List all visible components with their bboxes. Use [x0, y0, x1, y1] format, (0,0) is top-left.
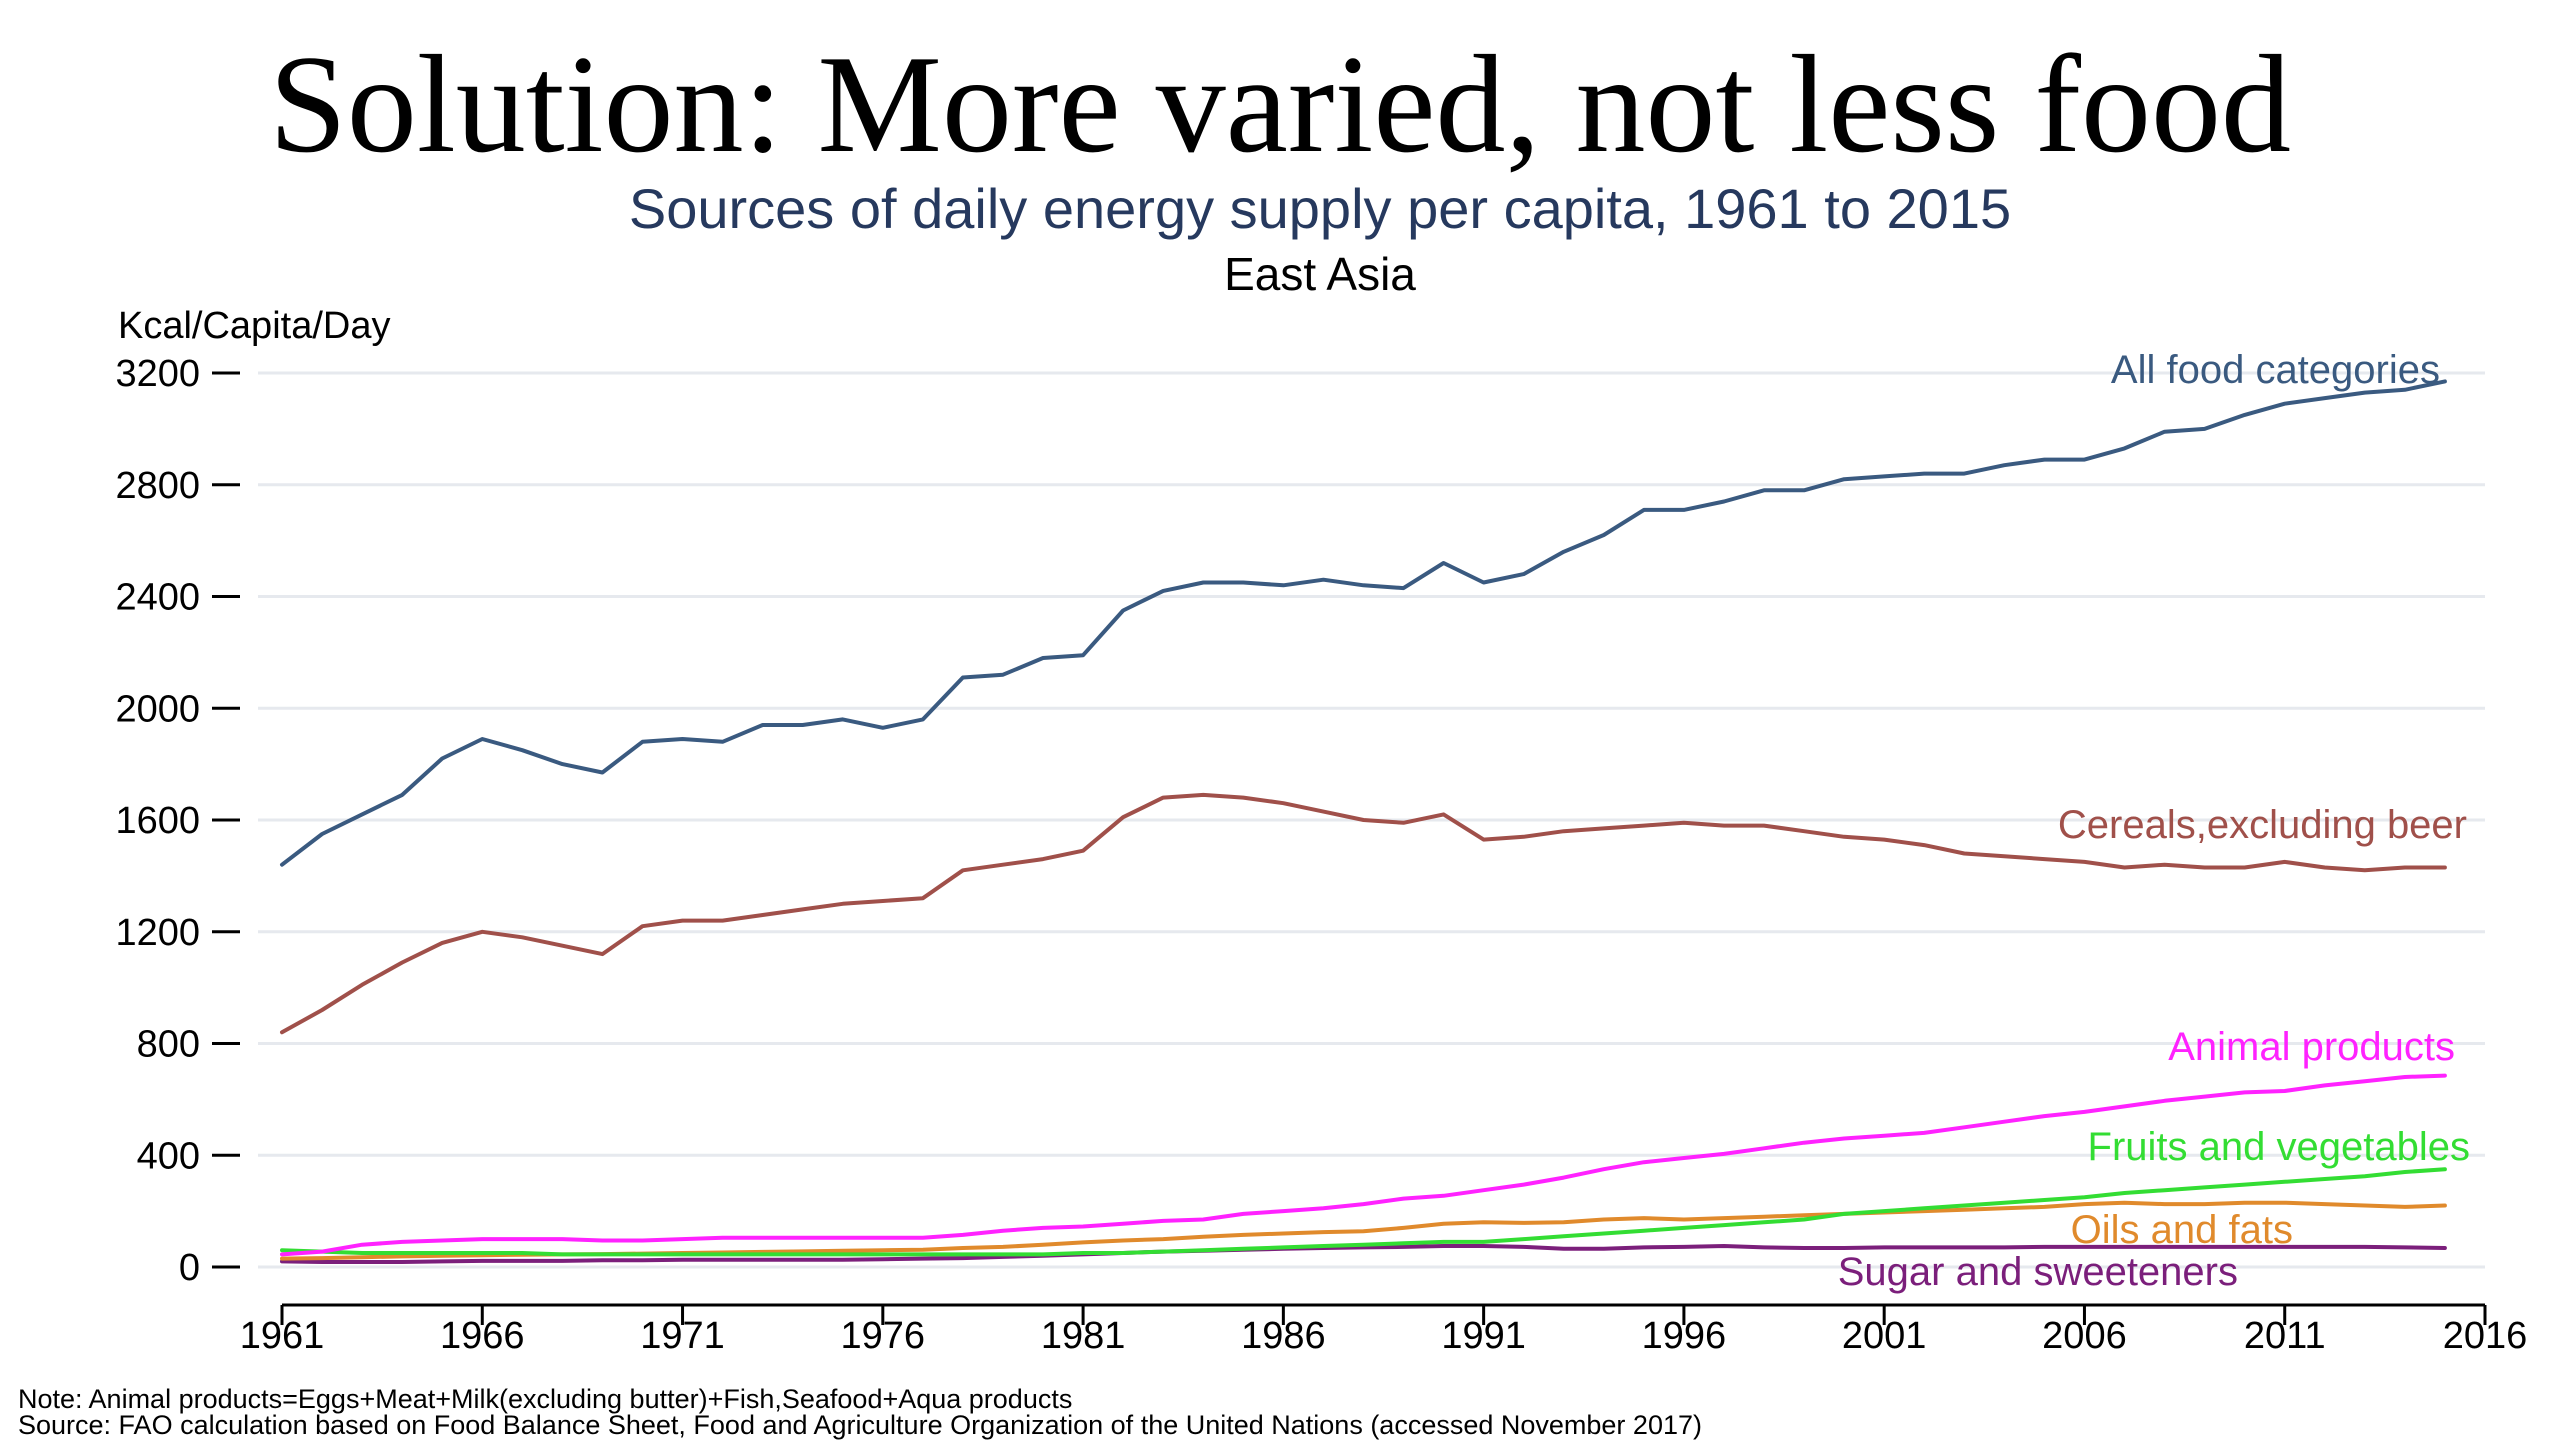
x-tick-label: 2016: [2443, 1315, 2528, 1357]
y-tick-label: 1600: [115, 800, 200, 842]
series-label-3: Fruits and vegetables: [2088, 1125, 2470, 1169]
x-tick-label: 1961: [240, 1315, 325, 1357]
series-line-2: [280, 1073, 2447, 1257]
chart-title: Sources of daily energy supply per capit…: [629, 177, 2011, 240]
series-label-4: Oils and fats: [2071, 1208, 2293, 1252]
series-lines: [280, 379, 2447, 1264]
chart-subtitle: East Asia: [1224, 248, 1416, 300]
x-tick-label: 2011: [2244, 1315, 2326, 1357]
x-tick-label: 1976: [841, 1315, 926, 1357]
x-tick-label: 1991: [1441, 1315, 1526, 1357]
x-tick-label: 1996: [1642, 1315, 1727, 1357]
y-tick-label: 1200: [115, 912, 200, 954]
series-label-1: Cereals,excluding beer: [2058, 803, 2467, 847]
series-label-2: Animal products: [2168, 1025, 2455, 1069]
y-tick-label: 3200: [115, 353, 200, 395]
slide-title: Solution: More varied, not less food: [268, 27, 2291, 182]
y-tick-label: 400: [137, 1135, 200, 1177]
y-axis-label: Kcal/Capita/Day: [118, 305, 390, 347]
series-line-0: [280, 379, 2447, 867]
chart-source: Source: FAO calculation based on Food Ba…: [18, 1410, 1702, 1440]
y-tick-label: 2800: [115, 465, 200, 507]
series-line-5: [280, 1244, 2447, 1264]
axes: 0 400 800 1200 1600 2000 2400 2800 3200 1961 1966 1…: [115, 353, 2527, 1357]
series-label-5: Sugar and sweeteners: [1838, 1250, 2238, 1294]
x-tick-label: 1966: [440, 1315, 525, 1357]
y-tick-label: 2400: [115, 577, 200, 619]
chart-note: Note: Animal products=Eggs+Meat+Milk(exc…: [18, 1384, 1072, 1414]
x-tick-label: 2001: [1842, 1315, 1927, 1357]
x-tick-label: 2006: [2042, 1315, 2127, 1357]
y-tick-label: 2000: [115, 688, 200, 730]
series-labels: All food categories Cereals,excluding bee…: [1838, 348, 2470, 1294]
series-line-3: [280, 1167, 2447, 1257]
y-tick-label: 0: [179, 1247, 200, 1289]
series-label-0: All food categories: [2111, 348, 2440, 392]
series-line-1: [280, 792, 2447, 1035]
gridlines: [258, 371, 2485, 1269]
y-tick-label: 800: [137, 1024, 200, 1066]
x-tick-label: 1971: [640, 1315, 725, 1357]
x-tick-label: 1981: [1041, 1315, 1126, 1357]
x-tick-label: 1986: [1241, 1315, 1326, 1357]
